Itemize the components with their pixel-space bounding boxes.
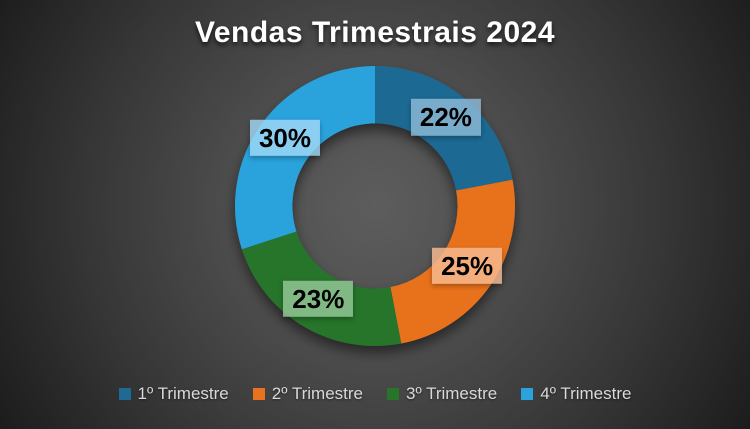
chart-title: Vendas Trimestrais 2024 <box>194 16 556 49</box>
legend-label: 1º Trimestre <box>137 384 229 403</box>
slice-data-label: 30% <box>249 119 321 156</box>
legend-label: 3º Trimestre <box>406 384 498 403</box>
slice-data-label: 25% <box>432 247 503 284</box>
donut-slice-4[interactable] <box>234 66 375 250</box>
legend-item-2[interactable]: 2º Trimestre <box>252 384 363 404</box>
legend-swatch-icon <box>118 388 131 400</box>
legend-swatch-icon <box>387 388 399 400</box>
slice-data-label: 23% <box>283 280 354 318</box>
legend-swatch-icon <box>252 388 265 400</box>
legend-label: 2º Trimestre <box>271 384 363 403</box>
legend-swatch-icon <box>521 388 534 400</box>
legend-item-3[interactable]: 3º Trimestre <box>387 384 497 404</box>
legend-label: 4º Trimestre <box>540 384 632 403</box>
legend-item-4[interactable]: 4º Trimestre <box>521 384 631 404</box>
legend: 1º Trimestre 2º Trimestre 3º Trimestre 4º T… <box>0 384 750 404</box>
slice-data-label: 22% <box>410 98 481 136</box>
legend-item-1[interactable]: 1º Trimestre <box>118 384 229 404</box>
